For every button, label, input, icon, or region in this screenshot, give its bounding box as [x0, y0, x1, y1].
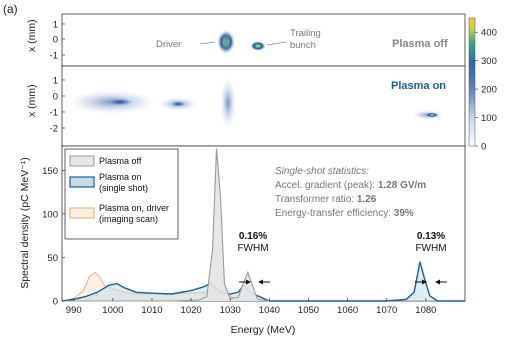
- top-ytick-label: 1: [53, 20, 58, 31]
- top-panel-frame: [61, 13, 466, 67]
- y-tick-label: 150: [42, 166, 58, 177]
- colorbar-tick-label: 400: [481, 28, 497, 39]
- x-tick-label: 1060: [337, 305, 358, 316]
- stats-line-transformer: Transformer ratio: 1.26: [275, 194, 377, 205]
- fwhm-annotation-trailing: 0.16% FWHM: [237, 231, 270, 285]
- top-panel: Driver Trailing bunch Plasma off x (mm) …: [26, 13, 466, 67]
- x-tick-label: 990: [66, 305, 82, 316]
- colorbar-tick-label: 0: [481, 142, 486, 153]
- trailing-annotation-line1: Trailing: [290, 28, 321, 39]
- spectrum-panel: 990 1000 1010 1020 1030 1040 1050 1060 1070 10800…: [19, 145, 466, 336]
- x-tick-label: 1080: [415, 305, 436, 316]
- spread-blob-4: [170, 101, 186, 107]
- middle-ytick-label: 1: [53, 76, 58, 87]
- legend-label-driver-1: Plasma on, driver: [99, 203, 169, 213]
- fwhm-right-arrowhead-2: [435, 279, 440, 285]
- legend-label-plasma-on-1: Plasma on: [99, 172, 142, 182]
- panel-label: (a): [3, 2, 18, 16]
- stats-line-gradient: Accel. gradient (peak): 1.28 GV/m: [275, 180, 426, 191]
- trailing-bunch-blob: [250, 41, 266, 51]
- stats-block: Single-shot statistics: Accel. gradient …: [275, 166, 426, 219]
- legend-swatch-driver-scan: [69, 207, 95, 219]
- middle-ytick-label: -1: [50, 108, 58, 119]
- y-tick-label: 50: [47, 253, 58, 264]
- x-tick-label: 1010: [141, 305, 162, 316]
- x-tick-label: 1040: [259, 305, 280, 316]
- middle-ytick-label: 0: [53, 92, 58, 103]
- x-tick-label: 1000: [102, 305, 123, 316]
- fwhm-trailing-pct: 0.16%: [239, 231, 267, 242]
- stats-title: Single-shot statistics:: [275, 166, 369, 177]
- trailing-annotation-line2: bunch: [290, 40, 316, 51]
- colorbar-ticks: 400 300 200 100 0: [475, 28, 497, 153]
- driver-bunch-halo: [221, 28, 231, 56]
- series-plasma-off-fill: [62, 148, 270, 301]
- spectrum-ylabel: Spectral density (pC MeV⁻¹): [19, 157, 31, 289]
- x-tick-label: 1030: [220, 305, 241, 316]
- x-tick-label: 1050: [298, 305, 319, 316]
- top-ytick-label: -1: [50, 51, 58, 62]
- colorbar-tick-label: 300: [481, 56, 497, 67]
- accelerated-bunch-core: [425, 112, 439, 118]
- series-plasma-off-line: [62, 148, 270, 302]
- fwhm-left-arrowhead-1: [246, 279, 251, 285]
- driver-arrow: [199, 41, 216, 45]
- top-ylabel: x (mm): [26, 19, 38, 52]
- colorbar-tick-label: 100: [481, 113, 497, 124]
- legend-label-driver-2: (imaging scan): [99, 214, 158, 224]
- colorbar: 400 300 200 100 0: [468, 17, 497, 153]
- fwhm-accel-pct: 0.13%: [417, 231, 445, 242]
- spectrum-series: [61, 148, 465, 302]
- colorbar-tick-label: 200: [481, 85, 497, 96]
- spectrum-axes: 990 1000 1010 1020 1030 1040 1050 1060 1070 10800…: [42, 166, 436, 316]
- legend-swatch-plasma-off: [69, 155, 95, 167]
- spread-blob-5: [220, 77, 236, 129]
- legend-label-plasma-off: Plasma off: [99, 156, 142, 166]
- y-tick-label: 0: [53, 297, 58, 308]
- plasma-off-label: Plasma off: [392, 38, 448, 50]
- top-yticks: 1 0 -1: [50, 20, 65, 62]
- legend-label-plasma-on-2: (single shot): [99, 183, 148, 193]
- fwhm-right-arrowhead-1: [258, 279, 263, 285]
- fwhm-annotation-accelerated: 0.13% FWHM: [415, 231, 447, 285]
- x-tick-label: 1020: [181, 305, 202, 316]
- colorbar-gradient: [468, 17, 476, 147]
- fwhm-accel-label: FWHM: [415, 243, 446, 254]
- middle-yticks: 1 0 -1 -2: [50, 76, 65, 135]
- spread-blob-2: [106, 98, 134, 106]
- fwhm-trailing-label: FWHM: [237, 243, 268, 254]
- fwhm-left-arrowhead-2: [422, 279, 427, 285]
- legend-swatch-plasma-on: [69, 176, 95, 188]
- trailing-arrow: [266, 41, 287, 46]
- middle-panel: Plasma on x (mm) 1 0 -1 -2: [26, 65, 466, 147]
- y-tick-label: 100: [42, 209, 58, 220]
- middle-ytick-label: -2: [50, 124, 58, 135]
- legend: Plasma off Plasma on (single shot) Plasm…: [64, 148, 179, 240]
- x-tick-label: 1070: [376, 305, 397, 316]
- stats-line-efficiency: Energy-transfer efficiency: 39%: [275, 208, 414, 219]
- top-ytick-label: 0: [53, 35, 58, 46]
- driver-annotation: Driver: [156, 39, 181, 50]
- plasma-on-label: Plasma on: [391, 80, 446, 92]
- series-plasma-on-fill: [62, 261, 465, 301]
- middle-ylabel: x (mm): [26, 84, 38, 117]
- spectrum-xlabel: Energy (MeV): [231, 324, 296, 336]
